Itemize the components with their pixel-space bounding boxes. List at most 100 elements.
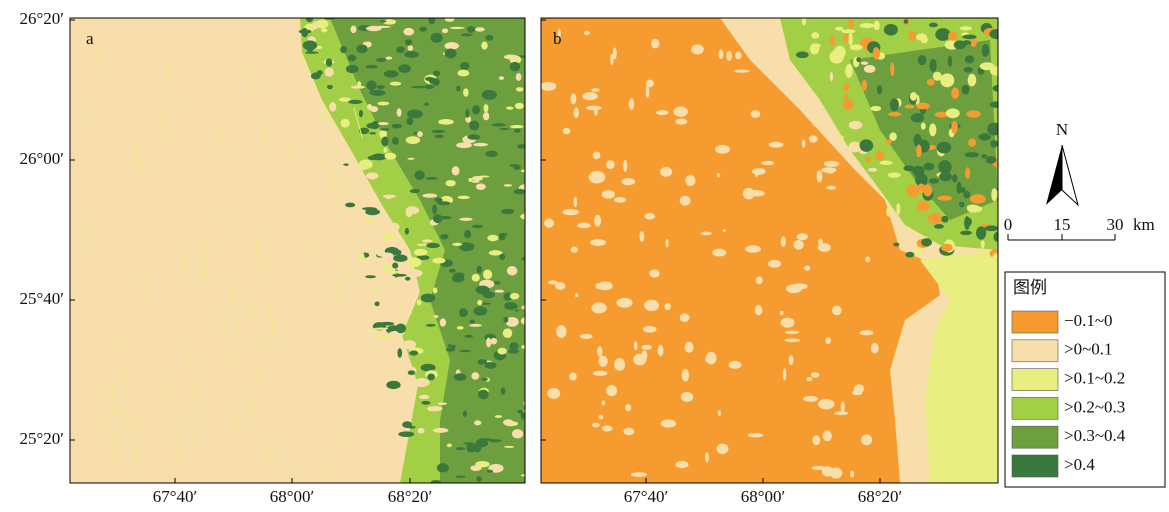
map-texture — [644, 300, 659, 311]
map-texture — [625, 404, 631, 411]
map-texture — [376, 58, 386, 62]
legend-label: −0.1~0 — [1064, 311, 1113, 330]
map-texture — [574, 197, 577, 207]
map-texture — [556, 325, 566, 338]
map-texture — [614, 197, 626, 203]
map-texture — [516, 73, 522, 81]
map-texture — [525, 321, 531, 328]
map-texture — [848, 33, 852, 46]
map-texture — [729, 361, 742, 369]
map-texture — [499, 128, 509, 130]
map-texture — [834, 46, 846, 59]
map-texture — [967, 205, 979, 210]
map-texture — [371, 259, 378, 262]
map-texture — [516, 87, 524, 92]
map-texture — [606, 160, 615, 169]
map-texture — [827, 170, 834, 174]
map-texture — [904, 19, 909, 24]
map-texture — [459, 308, 468, 317]
map-texture — [463, 411, 467, 417]
legend-label: >0~0.1 — [1064, 340, 1113, 359]
map-texture — [645, 213, 656, 220]
map-texture — [850, 471, 854, 478]
map-texture — [865, 256, 870, 262]
map-texture — [717, 443, 729, 453]
map-texture — [660, 167, 672, 177]
map-texture — [918, 184, 925, 192]
map-texture — [700, 232, 712, 236]
map-texture — [303, 40, 318, 50]
map-texture — [843, 83, 849, 92]
map-texture — [460, 350, 471, 352]
map-texture — [437, 463, 449, 472]
map-texture — [830, 467, 843, 478]
map-texture — [789, 73, 803, 79]
map-texture — [990, 101, 1005, 108]
map-texture — [521, 317, 532, 325]
map-texture — [912, 166, 924, 177]
map-texture — [390, 270, 400, 273]
map-texture — [905, 104, 915, 108]
map-texture — [380, 128, 389, 131]
map-texture — [418, 428, 425, 434]
map-texture — [621, 178, 635, 185]
map-texture — [446, 348, 455, 352]
map-texture — [393, 255, 408, 262]
map-texture — [426, 324, 436, 327]
map-texture — [718, 49, 723, 59]
map-texture — [476, 439, 489, 447]
map-texture — [577, 222, 590, 228]
map-texture — [802, 14, 807, 25]
map-texture — [562, 209, 579, 215]
map-texture — [629, 98, 634, 110]
map-texture — [962, 85, 970, 95]
map-texture — [483, 112, 489, 120]
map-texture — [639, 231, 644, 242]
map-texture — [460, 62, 469, 70]
map-texture — [510, 293, 520, 300]
map-texture — [844, 33, 849, 43]
map-texture — [517, 410, 523, 414]
map-texture — [486, 338, 491, 348]
map-texture — [890, 98, 899, 111]
map-texture — [745, 245, 761, 252]
map-texture — [860, 23, 875, 28]
map-texture — [937, 196, 952, 201]
map-texture — [478, 390, 489, 400]
map-texture — [369, 90, 375, 95]
map-texture — [571, 247, 578, 253]
map-texture — [818, 238, 823, 245]
map-texture — [948, 31, 957, 41]
map-b — [541, 14, 1008, 483]
map-texture — [329, 102, 336, 111]
map-texture — [651, 39, 660, 49]
map-texture — [877, 85, 882, 95]
map-texture — [921, 123, 926, 130]
map-texture — [312, 21, 318, 29]
map-texture — [398, 64, 411, 73]
map-texture — [469, 324, 482, 327]
map-texture — [843, 99, 854, 110]
map-texture — [366, 80, 376, 90]
map-texture — [547, 388, 560, 399]
map-texture — [809, 135, 818, 142]
map-texture — [870, 106, 881, 111]
map-texture — [501, 209, 514, 214]
map-texture — [417, 244, 424, 246]
map-texture — [649, 269, 660, 277]
map-texture — [521, 474, 528, 476]
map-texture — [482, 90, 497, 100]
map-texture — [580, 334, 593, 339]
map-texture — [623, 428, 634, 436]
map-texture — [414, 378, 430, 387]
map-texture — [507, 266, 518, 275]
map-texture — [473, 143, 488, 147]
map-texture — [817, 170, 823, 182]
map-texture — [463, 442, 475, 444]
map-texture — [784, 63, 791, 74]
map-texture — [375, 301, 380, 306]
map-texture — [327, 85, 333, 89]
map-texture — [504, 184, 513, 186]
map-texture — [431, 33, 443, 43]
map-texture — [440, 318, 446, 326]
